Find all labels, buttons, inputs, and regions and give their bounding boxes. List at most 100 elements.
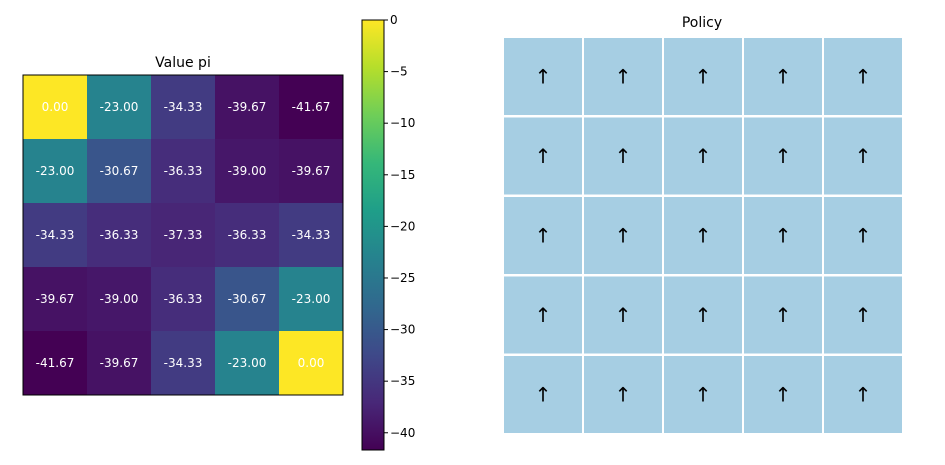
policy-cell — [824, 38, 902, 115]
colorbar-tick-label: −20 — [390, 219, 415, 233]
policy-arrow: ↑ — [775, 65, 792, 89]
policy-arrow: ↑ — [615, 144, 632, 168]
heatmap-cell-label: -34.33 — [164, 100, 203, 114]
policy-arrow: ↑ — [535, 383, 552, 407]
heatmap-cell — [87, 139, 151, 203]
policy-cell — [824, 117, 902, 195]
policy-cell — [504, 356, 582, 433]
heatmap-cell-label: -39.67 — [36, 292, 75, 306]
heatmap-cell-label: -37.33 — [164, 228, 203, 242]
heatmap-cell-label: -23.00 — [292, 292, 331, 306]
heatmap-cell — [151, 267, 215, 331]
colorbar-tick-label: −15 — [390, 168, 415, 182]
policy-cell — [824, 356, 902, 433]
policy-arrow: ↑ — [855, 383, 872, 407]
heatmap-cell — [279, 139, 343, 203]
policy-arrow: ↑ — [695, 65, 712, 89]
policy-arrow: ↑ — [775, 303, 792, 327]
heatmap-cell-label: -39.67 — [228, 100, 267, 114]
colorbar-tick-label: −40 — [390, 426, 415, 440]
heatmap-cell-label: -23.00 — [100, 100, 139, 114]
policy-arrow: ↑ — [535, 303, 552, 327]
colorbar-tick-label: −30 — [390, 323, 415, 337]
policy-cell — [824, 197, 902, 274]
heatmap-cell — [151, 75, 215, 139]
policy-arrow: ↑ — [535, 65, 552, 89]
heatmap-cell — [23, 203, 87, 267]
policy-arrow: ↑ — [775, 383, 792, 407]
policy-arrow: ↑ — [855, 65, 872, 89]
policy-cell — [504, 38, 582, 115]
policy-cell — [664, 197, 742, 274]
heatmap-cell-label: -30.67 — [100, 164, 139, 178]
policy-cell — [584, 117, 662, 195]
policy-cell — [584, 197, 662, 274]
policy-arrow: ↑ — [535, 144, 552, 168]
heatmap-cell — [87, 331, 151, 395]
heatmap-cell-label: -39.00 — [100, 292, 139, 306]
policy-cell — [504, 197, 582, 274]
colorbar-gradient — [361, 19, 385, 451]
colorbar-tick-label: −35 — [390, 374, 415, 388]
policy-arrow: ↑ — [695, 224, 712, 248]
heatmap-cell — [87, 75, 151, 139]
heatmap-cell — [215, 331, 279, 395]
policy-grid: ↑ ↑ ↑ ↑ ↑ ↑ ↑ ↑ ↑ ↑ ↑ ↑ ↑ ↑ ↑ ↑ ↑ ↑ ↑ ↑ ↑ ↑ ↑ ↑ ↑ — [504, 38, 902, 433]
policy-cell — [744, 276, 822, 354]
colorbar-ticks: 0 −5 −10 −15 −20 −25 −30 −35 −40 — [384, 13, 415, 440]
colorbar-tick-label: 0 — [390, 13, 398, 27]
policy-cell — [664, 38, 742, 115]
heatmap-cell — [215, 139, 279, 203]
heatmap-cell — [215, 267, 279, 331]
policy-arrow: ↑ — [695, 303, 712, 327]
heatmap-cell — [279, 331, 343, 395]
policy-arrow: ↑ — [615, 303, 632, 327]
policy-arrow: ↑ — [775, 144, 792, 168]
policy-cell — [824, 276, 902, 354]
heatmap-cell — [151, 203, 215, 267]
colorbar: 0 −5 −10 −15 −20 −25 −30 −35 −40 — [361, 13, 415, 451]
heatmap-cell — [151, 331, 215, 395]
heatmap-cell — [87, 267, 151, 331]
heatmap-cell-label: -36.33 — [228, 228, 267, 242]
heatmap-cell-label: -23.00 — [228, 356, 267, 370]
policy-arrow: ↑ — [695, 383, 712, 407]
heatmap-cell — [215, 203, 279, 267]
heatmap-cell-label: -23.00 — [36, 164, 75, 178]
heatmap-cell — [23, 331, 87, 395]
policy-arrow: ↑ — [695, 144, 712, 168]
policy-cell — [744, 38, 822, 115]
heatmap-title: Value pi — [155, 55, 211, 71]
policy-cell — [664, 117, 742, 195]
policy-arrow: ↑ — [855, 303, 872, 327]
heatmap-cell — [23, 139, 87, 203]
colorbar-tick-label: −25 — [390, 271, 415, 285]
policy-arrow: ↑ — [615, 383, 632, 407]
policy-cell — [584, 38, 662, 115]
heatmap-cell-label: -34.33 — [164, 356, 203, 370]
policy-arrow: ↑ — [775, 224, 792, 248]
heatmap-cell-label: -36.33 — [100, 228, 139, 242]
heatmap-cell-label: -39.00 — [228, 164, 267, 178]
heatmap-cell-label: 0.00 — [42, 100, 69, 114]
heatmap-cell-label: -36.33 — [164, 164, 203, 178]
heatmap-cell — [279, 203, 343, 267]
policy-arrow: ↑ — [615, 65, 632, 89]
heatmap-cell-label: -34.33 — [36, 228, 75, 242]
policy-cell — [744, 356, 822, 433]
policy-cell — [584, 276, 662, 354]
heatmap-cell-label: -36.33 — [164, 292, 203, 306]
policy-cell — [664, 356, 742, 433]
policy-arrow: ↑ — [855, 144, 872, 168]
policy-cell — [584, 356, 662, 433]
heatmap-cell — [87, 203, 151, 267]
heatmap-cell — [279, 75, 343, 139]
heatmap-cells: 0.00 -23.00 -34.33 -39.67 -41.67 -23.00 -30.67… — [23, 75, 343, 395]
policy-arrow: ↑ — [615, 224, 632, 248]
policy-cell — [664, 276, 742, 354]
heatmap-cell-label: -39.67 — [100, 356, 139, 370]
heatmap-cell-label: -41.67 — [292, 100, 331, 114]
policy-cell — [744, 197, 822, 274]
heatmap-cell — [23, 267, 87, 331]
colorbar-tick-label: −5 — [390, 65, 408, 79]
